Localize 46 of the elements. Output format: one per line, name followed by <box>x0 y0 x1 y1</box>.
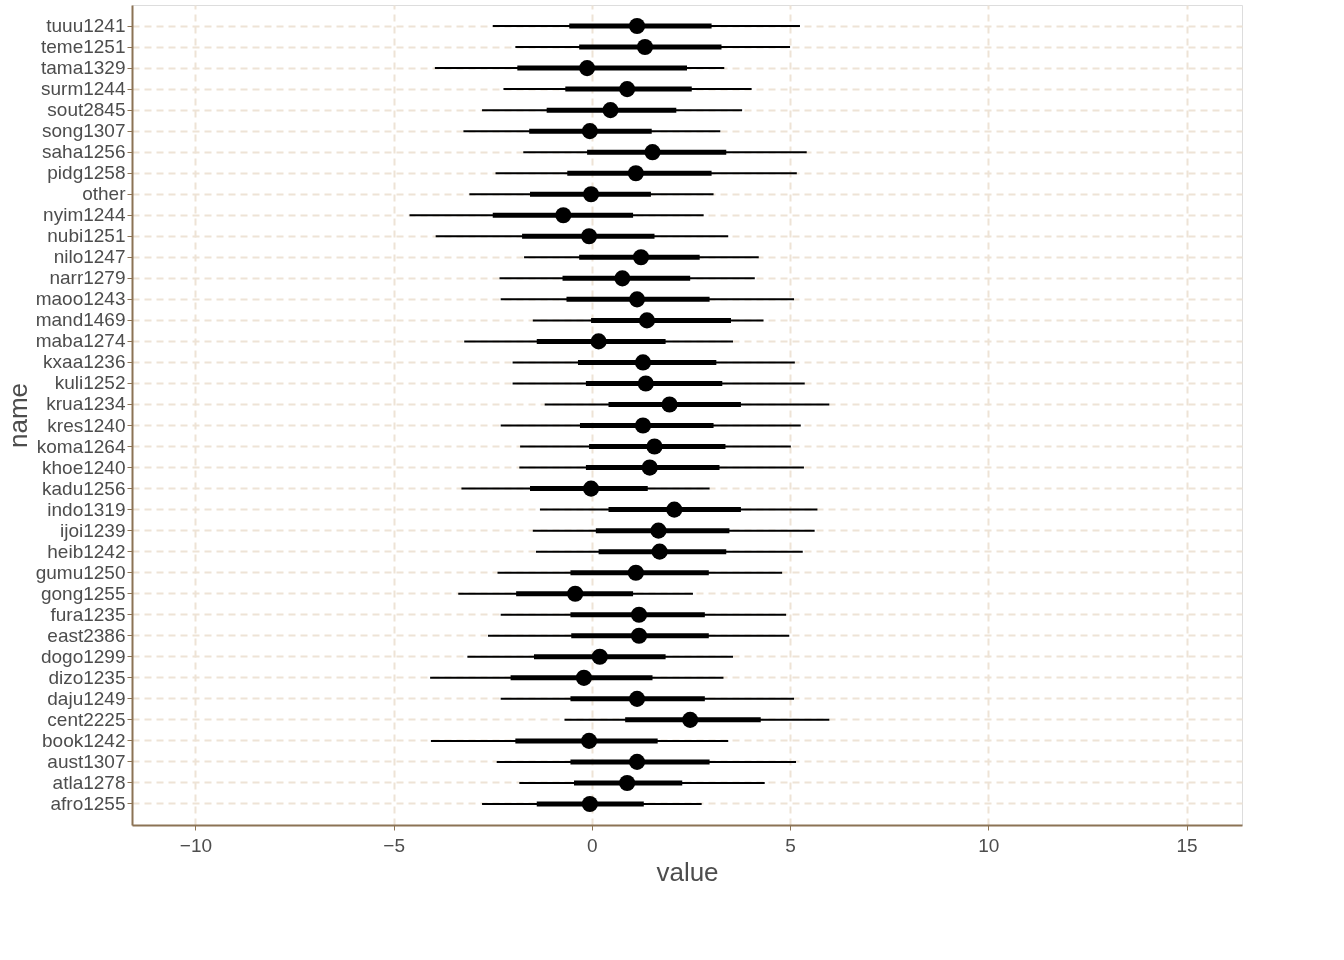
x-axis-title: value <box>656 856 719 887</box>
y-tick-label: narr1279 <box>49 267 126 289</box>
y-tick-label: surm1244 <box>41 78 126 100</box>
y-tick-label: koma1264 <box>36 435 126 457</box>
y-tick-label: maba1274 <box>35 330 126 352</box>
y-tick-label: ijoi1239 <box>60 519 126 541</box>
y-tick-label: fura1235 <box>50 603 126 625</box>
y-tick-label: afro1255 <box>50 792 126 814</box>
y-tick-label: song1307 <box>42 120 126 142</box>
y-tick-label: gumu1250 <box>35 561 126 583</box>
y-tick-label: dogo1299 <box>40 645 126 667</box>
y-tick-label: cent2225 <box>47 708 126 730</box>
x-tick-label: 10 <box>978 834 1000 856</box>
y-tick-label: kuli1252 <box>54 372 126 394</box>
y-tick-label: saha1256 <box>42 141 126 163</box>
y-tick-label: dizo1235 <box>48 666 126 688</box>
y-tick-label: heib1242 <box>47 540 126 562</box>
y-tick-label: maoo1243 <box>35 288 126 310</box>
y-tick-label: daju1249 <box>47 687 126 709</box>
y-tick-label: sout2845 <box>47 99 126 121</box>
y-tick-label: mand1469 <box>35 309 126 331</box>
y-tick-label: gong1255 <box>40 582 126 604</box>
y-tick-label: kxaa1236 <box>43 351 126 373</box>
y-tick-label: kadu1256 <box>42 477 126 499</box>
y-tick-label: nilo1247 <box>53 246 126 268</box>
y-tick-label: tuuu1241 <box>46 15 126 37</box>
y-tick-label: khoe1240 <box>42 456 126 478</box>
y-tick-label: kres1240 <box>47 414 126 436</box>
y-axis-title: name <box>2 382 33 449</box>
y-tick-label: nubi1251 <box>47 225 126 247</box>
y-tick-label: krua1234 <box>46 393 126 415</box>
y-tick-label: other <box>82 183 127 205</box>
y-tick-label: east2386 <box>47 624 126 646</box>
y-tick-label: atla1278 <box>52 771 126 793</box>
y-tick-label: indo1319 <box>47 498 126 520</box>
x-tick-label: −5 <box>383 834 405 856</box>
y-tick-label: tama1329 <box>40 57 126 79</box>
y-tick-label: aust1307 <box>47 750 126 772</box>
y-tick-label: pidg1258 <box>47 162 126 184</box>
y-tick-label: book1242 <box>42 729 126 751</box>
x-tick-label: 0 <box>587 834 598 856</box>
x-tick-label: 5 <box>785 834 796 856</box>
y-tick-label: teme1251 <box>40 36 126 58</box>
x-tick-label: 15 <box>1176 834 1198 856</box>
y-tick-label: nyim1244 <box>43 204 126 226</box>
x-tick-label: −10 <box>179 834 213 856</box>
